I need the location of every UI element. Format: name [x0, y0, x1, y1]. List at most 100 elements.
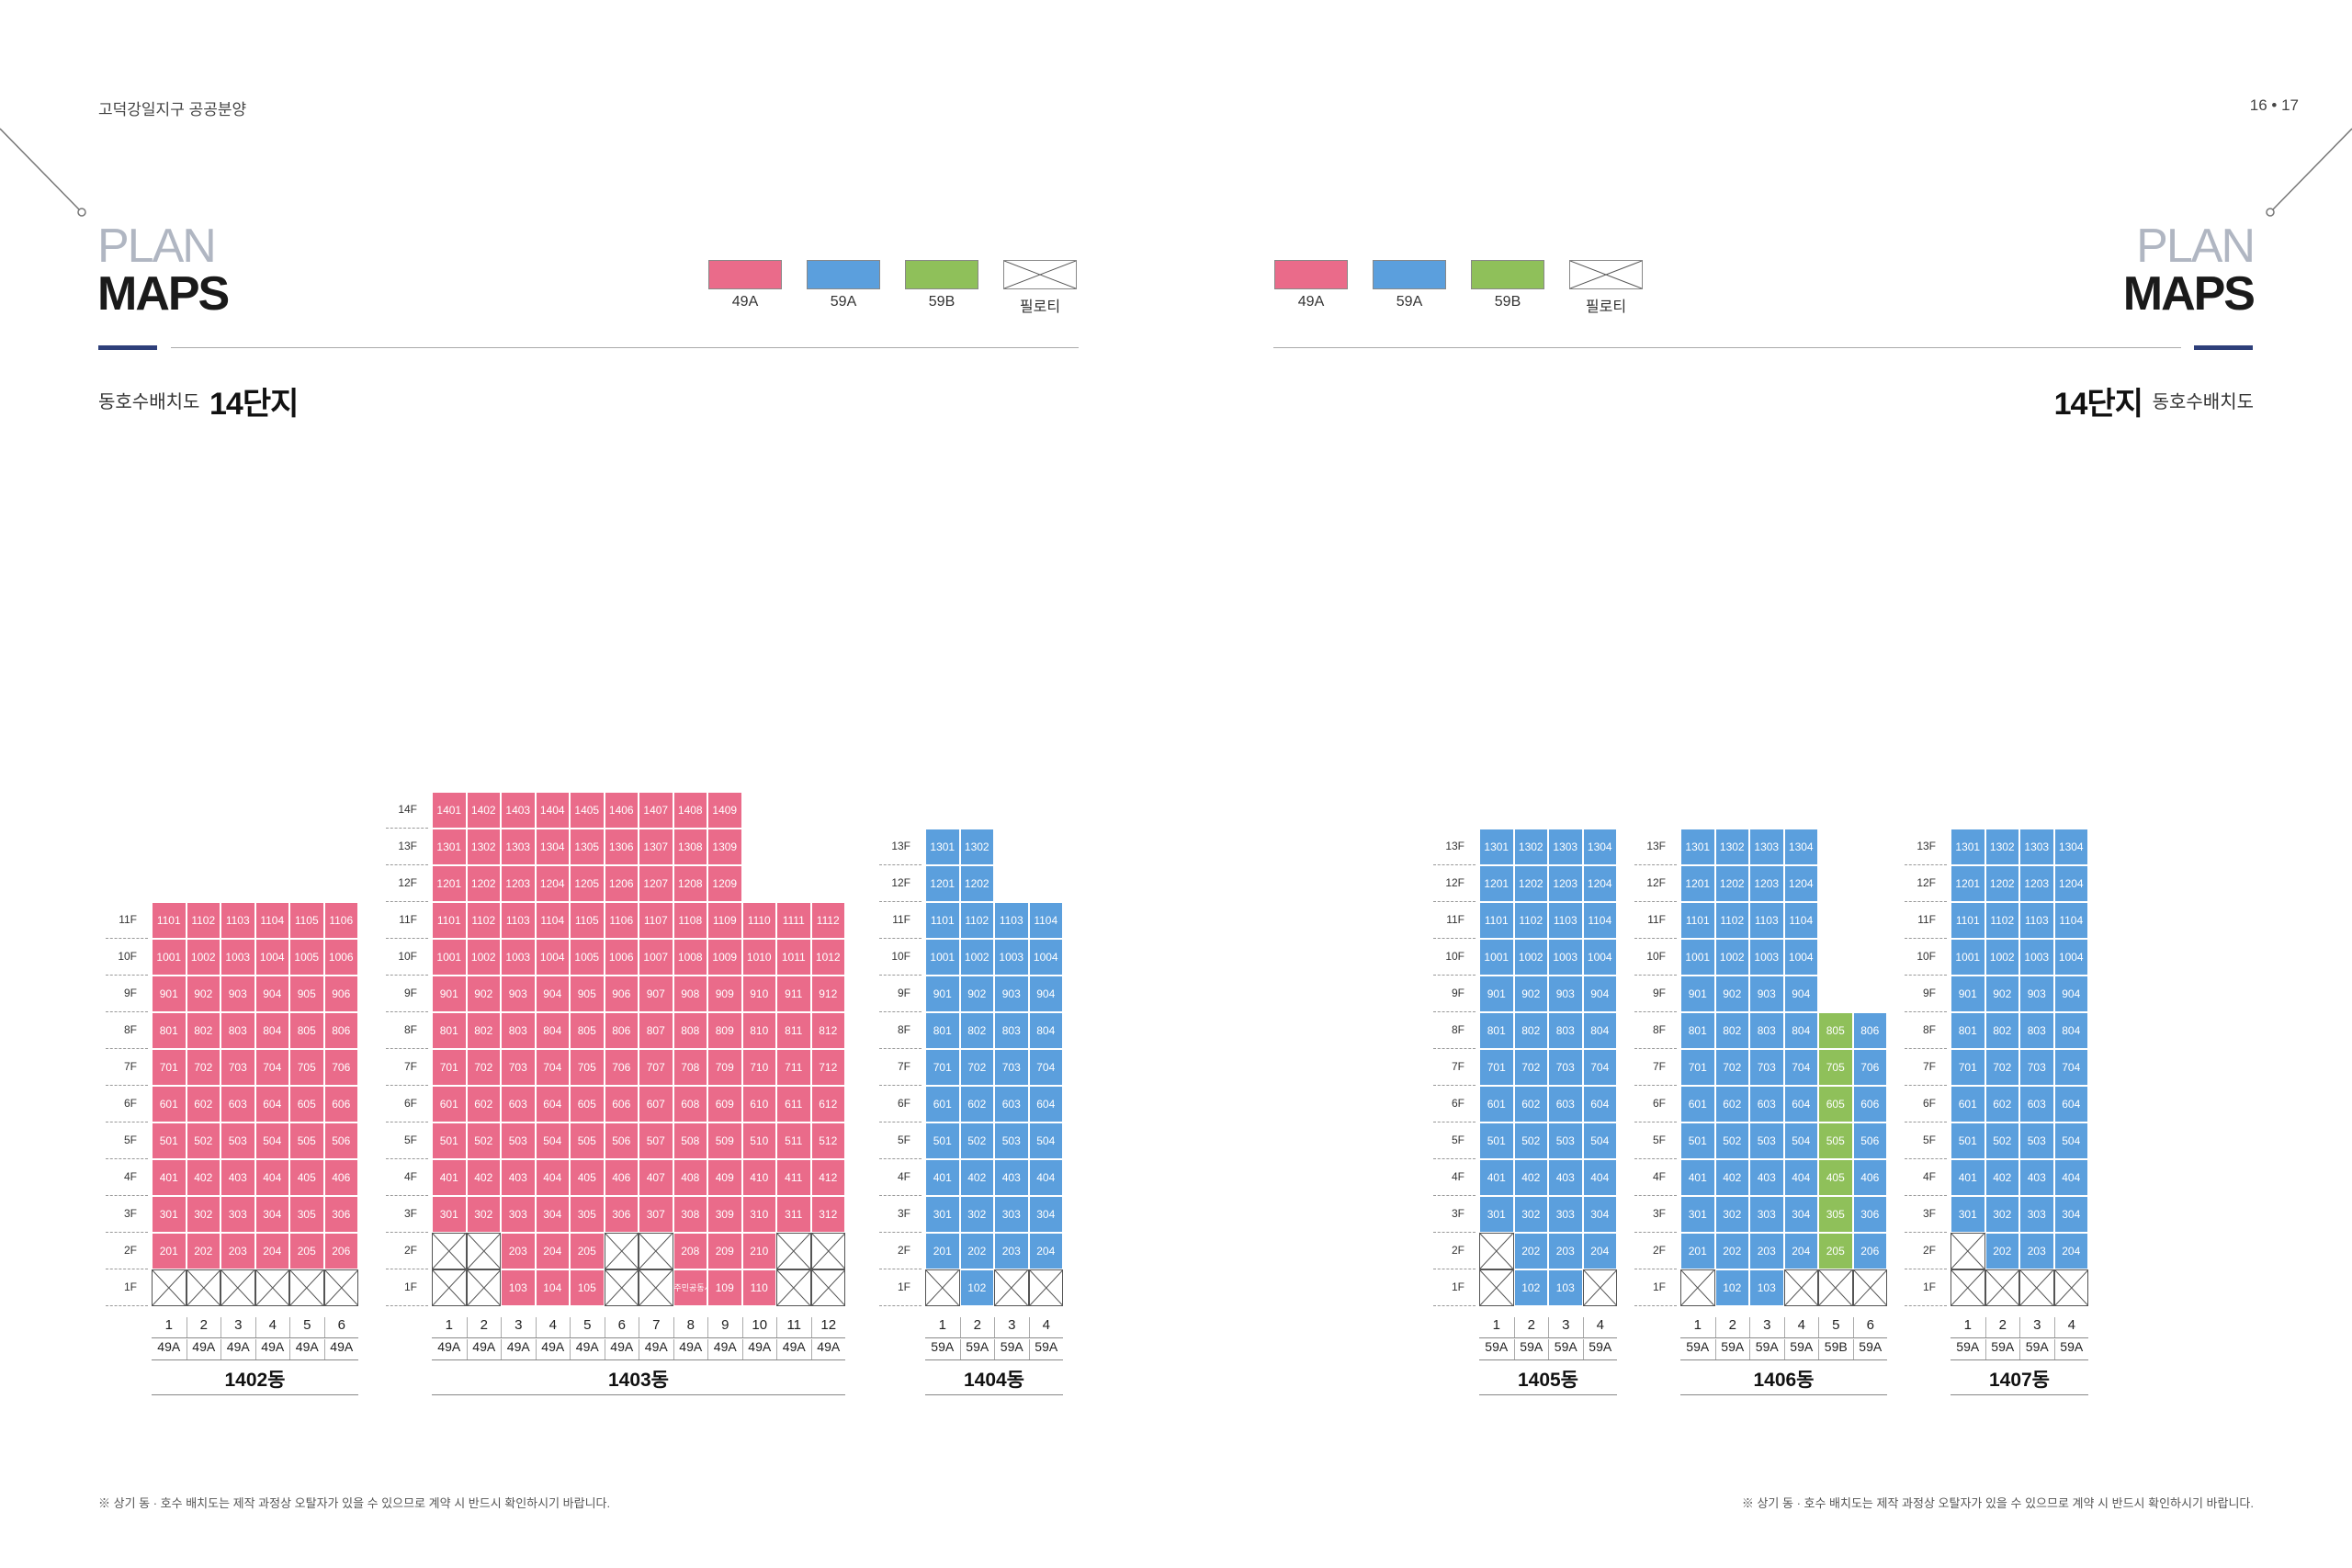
floor-label: 4F — [1451, 1170, 1464, 1183]
line-number: 9 — [707, 1317, 742, 1337]
floor-label: 9F — [1652, 987, 1666, 999]
unit-cell: 602 — [1513, 1086, 1548, 1122]
unit-cell: 1207 — [639, 865, 673, 902]
unit-cell: 810 — [741, 1012, 776, 1049]
unit-cell: 1003 — [220, 939, 255, 976]
unit-cell: 201 — [152, 1233, 187, 1269]
footnote-left: ※ 상기 동 · 호수 배치도는 제작 과정상 오탈자가 있을 수 있으므로 계… — [98, 1496, 611, 1510]
unit-cell: 704 — [1582, 1049, 1617, 1086]
floor-divider — [879, 1158, 922, 1159]
unit-cell: 802 — [959, 1012, 994, 1049]
label-divider — [1680, 1394, 1887, 1395]
unit-cell: 405 — [1818, 1159, 1853, 1196]
floor-label: 14F — [398, 803, 417, 816]
unit-cell: 906 — [323, 976, 358, 1012]
unit-cell: 712 — [810, 1049, 845, 1086]
unit-cell: 405 — [570, 1159, 605, 1196]
footnote-right: ※ 상기 동 · 호수 배치도는 제작 과정상 오탈자가 있을 수 있으므로 계… — [1741, 1496, 2254, 1510]
floor-label: 7F — [1451, 1060, 1464, 1073]
unit-cell: 1301 — [925, 829, 960, 865]
unit-cell: 205 — [570, 1233, 605, 1269]
unit-cell: 903 — [1749, 976, 1784, 1012]
unit-type-label: 59A — [994, 1339, 1029, 1359]
unit-cell: 706 — [323, 1049, 358, 1086]
unit-cell: 610 — [741, 1086, 776, 1122]
unit-cell: 410 — [741, 1159, 776, 1196]
unit-cell: 1011 — [776, 939, 811, 976]
unit-cell: 509 — [707, 1122, 742, 1159]
unit-cell: 811 — [776, 1012, 811, 1049]
unit-cell: 701 — [1680, 1049, 1715, 1086]
unit-cell: 1108 — [673, 902, 707, 939]
unit-cell: 502 — [959, 1122, 994, 1159]
divider-left — [171, 347, 1079, 348]
unit-cell: 1307 — [639, 829, 673, 865]
unit-cell: 1012 — [810, 939, 845, 976]
floor-label: 3F — [1922, 1207, 1936, 1220]
label-divider — [1479, 1359, 1617, 1360]
floor-divider — [1433, 901, 1476, 902]
unit-cell: 1203 — [1548, 865, 1583, 902]
unit-cell: 709 — [707, 1049, 742, 1086]
floor-label: 10F — [891, 950, 910, 963]
line-number: 1 — [1693, 1317, 1702, 1333]
unit-cell: 1303 — [2019, 829, 2054, 865]
unit-cell: 1303 — [1548, 829, 1583, 865]
unit-cell: 1001 — [432, 939, 467, 976]
floor-divider — [106, 1232, 148, 1233]
unit-cell: 903 — [994, 976, 1029, 1012]
floor-divider — [1634, 938, 1677, 939]
piloti-cell — [2053, 1269, 2088, 1306]
floor-divider — [1905, 975, 1947, 976]
unit-cell: 401 — [432, 1159, 467, 1196]
unit-cell: 409 — [707, 1159, 742, 1196]
unit-cell: 403 — [220, 1159, 255, 1196]
line-number: 2 — [1984, 1317, 2020, 1337]
floor-divider — [879, 1195, 922, 1196]
unit-cell: 1302 — [466, 829, 501, 865]
unit-cell: 306 — [604, 1196, 639, 1233]
floor-divider — [386, 938, 428, 939]
floor-label: 5F — [123, 1134, 137, 1146]
floor-label: 2F — [403, 1244, 417, 1257]
unit-cell: 801 — [152, 1012, 187, 1049]
floor-label: 11F — [892, 913, 910, 926]
unit-cell: 304 — [1783, 1196, 1818, 1233]
legend-label-pilot: 필로티 — [1019, 299, 1061, 315]
unit-cell: 1409 — [707, 792, 742, 829]
floor-label: 3F — [403, 1207, 417, 1220]
line-number: 2 — [1513, 1317, 1549, 1337]
unit-cell: 901 — [152, 976, 187, 1012]
unit-cell: 901 — [925, 976, 960, 1012]
unit-cell: 502 — [1714, 1122, 1749, 1159]
piloti-cell — [186, 1269, 220, 1306]
unit-cell: 1001 — [1951, 939, 1985, 976]
unit-cell: 404 — [1028, 1159, 1063, 1196]
piloti-cell — [152, 1269, 187, 1306]
floor-divider — [1905, 1085, 1947, 1086]
plan-label-left: PLAN — [97, 220, 217, 273]
unit-cell: 901 — [1479, 976, 1514, 1012]
unit-cell: 306 — [1852, 1196, 1887, 1233]
piloti-cell — [639, 1233, 673, 1269]
floor-label: 10F — [118, 950, 137, 963]
piloti-cell — [1028, 1269, 1063, 1306]
unit-cell: 1303 — [501, 829, 536, 865]
unit-cell: 802 — [466, 1012, 501, 1049]
piloti-cell — [466, 1233, 501, 1269]
unit-cell: 1001 — [1479, 939, 1514, 976]
unit-cell: 1101 — [925, 902, 960, 939]
floor-divider — [386, 1158, 428, 1159]
unit-cell: 1104 — [535, 902, 570, 939]
floor-divider — [1634, 1048, 1677, 1049]
unit-cell: 504 — [1582, 1122, 1617, 1159]
floor-label: 6F — [123, 1097, 137, 1110]
piloti-cell — [289, 1269, 324, 1306]
unit-cell: 812 — [810, 1012, 845, 1049]
unit-cell: 702 — [1513, 1049, 1548, 1086]
unit-cell: 302 — [1714, 1196, 1749, 1233]
floor-divider — [106, 975, 148, 976]
floor-label: 6F — [1922, 1097, 1936, 1110]
unit-type-label: 49A — [570, 1339, 605, 1359]
line-number: 6 — [604, 1317, 639, 1337]
